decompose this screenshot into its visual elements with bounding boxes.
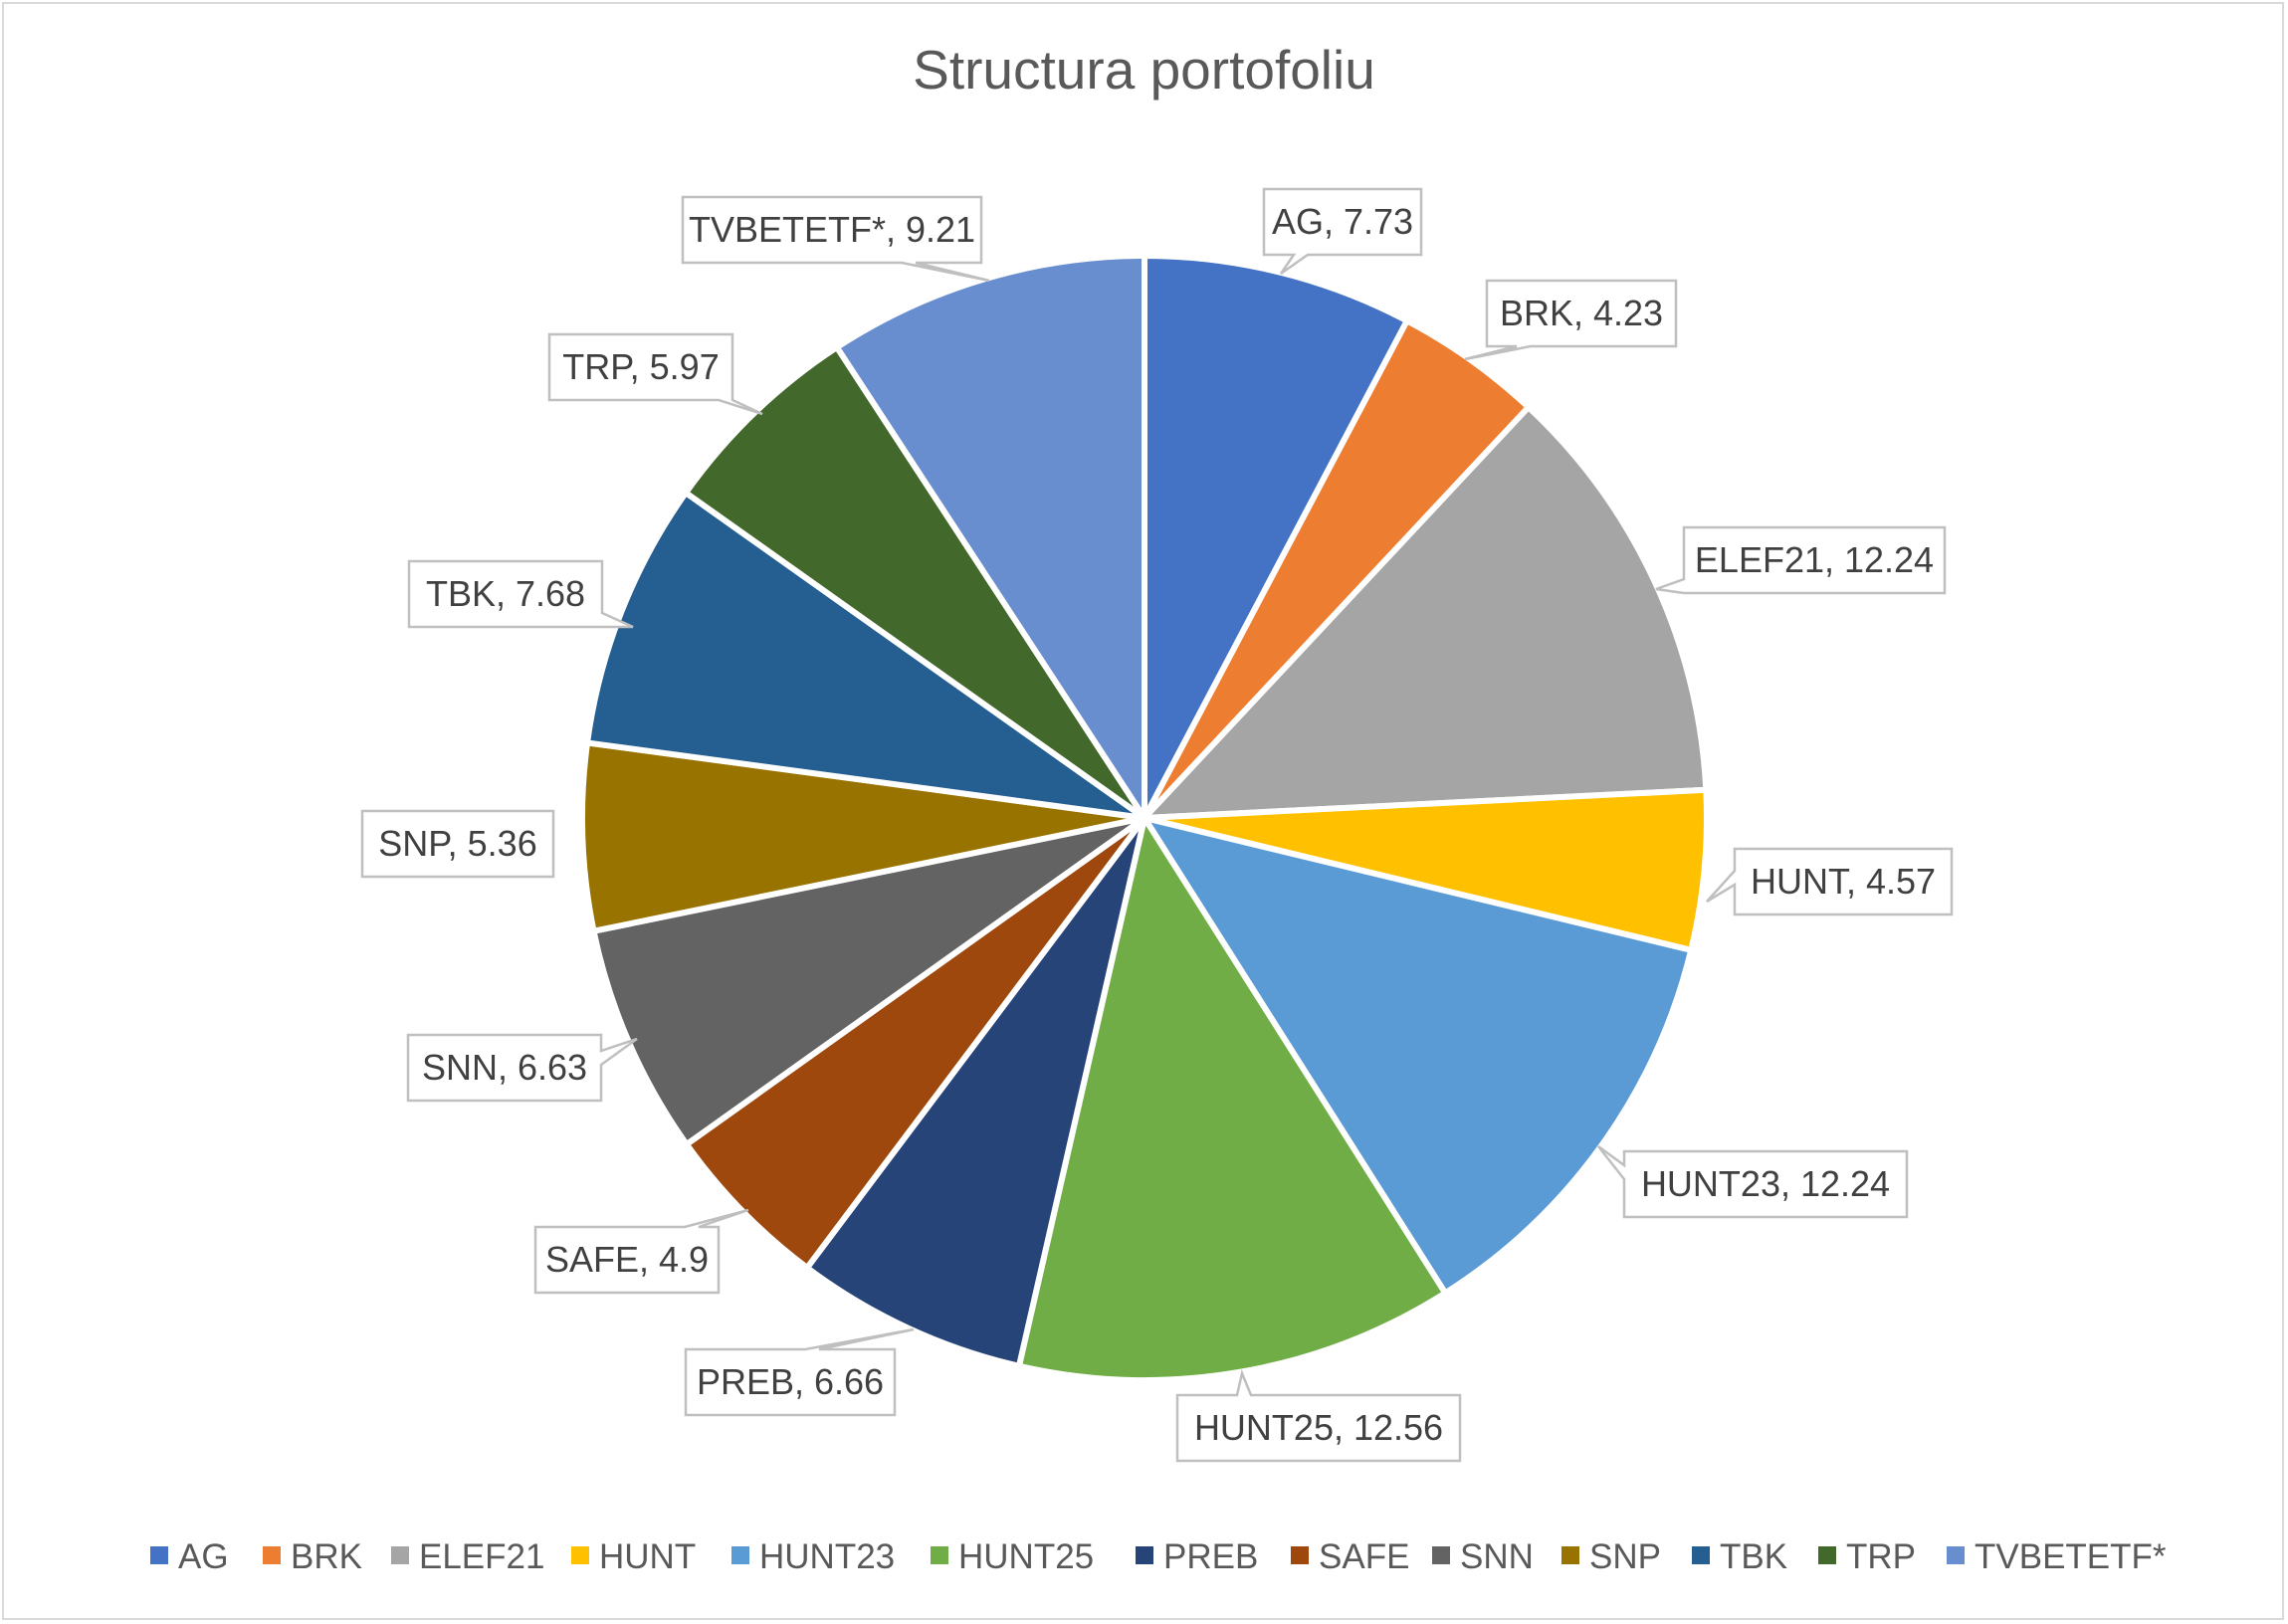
legend-label: TRP (1846, 1537, 1916, 1576)
pie-slice-hunt23 (1142, 815, 1695, 1297)
legend-swatch (1136, 1546, 1153, 1564)
callout-box (1655, 525, 1947, 595)
data-label-callouts: AG, 7.73 BRK, 4.23 ELEF21, 12.24 HUNT, 4.57… (360, 187, 1954, 1463)
data-label-text: BRK, 4.23 (1500, 293, 1663, 333)
data-label-text: PREB, 6.66 (697, 1361, 884, 1402)
pie-slice-preb (803, 815, 1147, 1369)
legend-swatch (931, 1546, 948, 1564)
data-label-text: HUNT25, 12.56 (1194, 1407, 1443, 1448)
callout-box (406, 1033, 638, 1103)
legend-label: HUNT (599, 1537, 696, 1576)
data-label-text: AG, 7.73 (1272, 201, 1413, 242)
data-label-elef21: ELEF21, 12.24 (1655, 525, 1947, 595)
legend-item-hunt: HUNT (571, 1537, 696, 1576)
data-label-text: SNN, 6.63 (422, 1047, 587, 1088)
callout-box (684, 1327, 915, 1417)
legend-item-preb: PREB (1136, 1537, 1258, 1576)
legend-swatch (571, 1546, 589, 1564)
legend-item-ag: AG (150, 1537, 229, 1576)
data-label-hunt23: HUNT23, 12.24 (1597, 1144, 1909, 1219)
data-label-text: TRP, 5.97 (562, 346, 719, 387)
legend-swatch (1692, 1546, 1710, 1564)
legend-label: AG (178, 1537, 229, 1576)
data-label-trp: TRP, 5.97 (547, 332, 763, 416)
data-label-tbk: TBK, 7.68 (407, 559, 634, 629)
data-label-snn: SNN, 6.63 (406, 1033, 638, 1103)
data-label-preb: PREB, 6.66 (684, 1327, 915, 1417)
pie-slice-elef21 (1142, 404, 1710, 821)
data-label-text: HUNT23, 12.24 (1641, 1163, 1890, 1204)
legend-item-tvbetetf: TVBETETF* (1947, 1537, 2167, 1576)
legend-item-hunt25: HUNT25 (931, 1537, 1094, 1576)
pie-slice-tbk (584, 490, 1147, 821)
data-label-text: SAFE, 4.9 (545, 1239, 709, 1280)
data-label-ag: AG, 7.73 (1262, 187, 1423, 276)
data-label-hunt25: HUNT25, 12.56 (1175, 1368, 1462, 1463)
chart-title: Structura portofoliu (913, 39, 1375, 101)
legend-label: PREB (1163, 1537, 1258, 1576)
legend-label: HUNT25 (958, 1537, 1094, 1576)
legend-swatch (1561, 1546, 1579, 1564)
pie-slice-ag (1142, 253, 1410, 821)
pie-slice-hunt (1142, 786, 1710, 953)
legend-item-elef21: ELEF21 (391, 1537, 544, 1576)
legend-swatch (263, 1546, 281, 1564)
data-label-tvbetetf: TVBETETF*, 9.21 (681, 195, 990, 283)
data-label-text: ELEF21, 12.24 (1695, 539, 1934, 580)
callout-box (547, 332, 763, 416)
legend-swatch (150, 1546, 168, 1564)
callout-box (1175, 1368, 1462, 1463)
legend-label: ELEF21 (419, 1537, 544, 1576)
legend-swatch (1818, 1546, 1836, 1564)
legend-label: SNN (1460, 1537, 1534, 1576)
legend-item-snn: SNN (1432, 1537, 1534, 1576)
legend: AG BRK ELEF21 HUNT HUNT23 HUNT25 PREB SAFE SNN SN… (150, 1537, 2167, 1576)
callout-box (681, 195, 990, 283)
callout-box (1262, 187, 1423, 276)
data-label-safe: SAFE, 4.9 (533, 1208, 749, 1295)
callout-box (1597, 1144, 1909, 1219)
legend-label: SAFE (1319, 1537, 1409, 1576)
legend-item-brk: BRK (263, 1537, 362, 1576)
legend-label: TVBETETF* (1975, 1537, 2167, 1576)
pie-slices (578, 253, 1710, 1383)
callout-box (407, 559, 634, 629)
legend-swatch (731, 1546, 749, 1564)
legend-swatch (1291, 1546, 1309, 1564)
callout-box (1706, 847, 1954, 916)
legend-swatch (1947, 1546, 1965, 1564)
callout-box (1464, 279, 1678, 361)
legend-label: SNP (1589, 1537, 1661, 1576)
data-label-text: TBK, 7.68 (426, 573, 585, 614)
legend-item-hunt23: HUNT23 (731, 1537, 895, 1576)
legend-label: TBK (1720, 1537, 1787, 1576)
legend-label: HUNT23 (759, 1537, 895, 1576)
callout-box (533, 1208, 749, 1295)
data-label-hunt: HUNT, 4.57 (1706, 847, 1954, 916)
pie-slice-trp (683, 344, 1147, 821)
data-label-snp: SNP, 5.36 (360, 809, 555, 879)
legend-label: BRK (291, 1537, 362, 1576)
data-label-text: TVBETETF*, 9.21 (689, 209, 975, 250)
legend-swatch (391, 1546, 409, 1564)
callout-box (360, 809, 555, 879)
pie-slice-snp (578, 739, 1147, 934)
data-label-brk: BRK, 4.23 (1464, 279, 1678, 361)
legend-item-safe: SAFE (1291, 1537, 1409, 1576)
pie-slice-hunt25 (1015, 815, 1449, 1383)
legend-item-trp: TRP (1818, 1537, 1916, 1576)
legend-item-snp: SNP (1561, 1537, 1661, 1576)
legend-item-tbk: TBK (1692, 1537, 1787, 1576)
data-label-text: SNP, 5.36 (378, 823, 536, 864)
data-label-text: HUNT, 4.57 (1751, 861, 1936, 902)
legend-swatch (1432, 1546, 1450, 1564)
